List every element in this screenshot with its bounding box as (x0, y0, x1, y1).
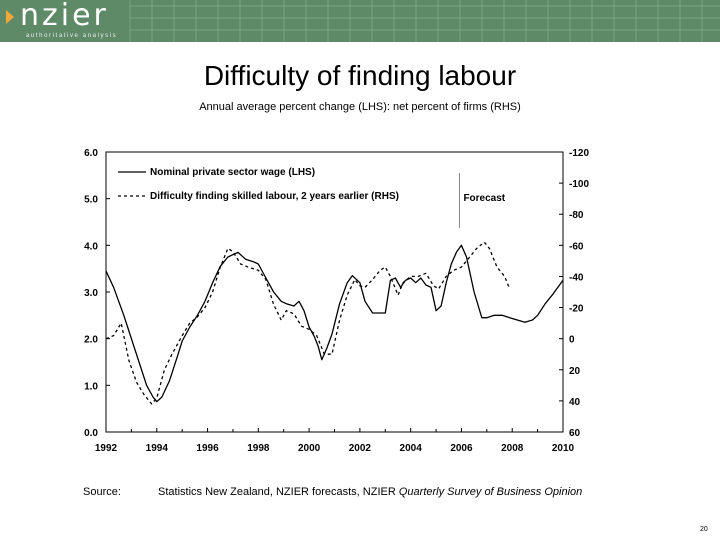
y-left-tick-label: 6.0 (84, 148, 98, 159)
y-right-tick-label: -40 (569, 272, 584, 283)
banner-pattern (129, 0, 720, 42)
x-tick-label: 2006 (450, 443, 473, 454)
chart-title: Difficulty of finding labour (203, 60, 517, 91)
page-number: 20 (700, 526, 708, 533)
y-left-tick-label: 2.0 (84, 335, 98, 346)
y-left-tick-label: 1.0 (84, 381, 98, 392)
x-tick-label: 2010 (552, 443, 575, 454)
y-right-tick-label: -100 (569, 179, 589, 190)
logo-tagline: authoritative analysis (26, 33, 118, 39)
x-tick-label: 2000 (298, 443, 321, 454)
source-text: Statistics New Zealand, NZIER forecasts,… (158, 486, 582, 498)
y-right-tick-label: -80 (569, 210, 584, 221)
x-tick-label: 1998 (247, 443, 270, 454)
forecast-annotation: Forecast (463, 193, 505, 204)
series-line-skilled-labour (105, 241, 511, 405)
logo: nzier (20, 0, 109, 33)
y-right-tick-label: 40 (569, 397, 581, 408)
y-left-tick-label: 5.0 (84, 195, 98, 206)
y-left-tick-label: 3.0 (84, 288, 98, 299)
x-tick-label: 2008 (501, 443, 524, 454)
x-tick-label: 1996 (196, 443, 219, 454)
chart-subtitle: Annual average percent change (LHS): net… (199, 101, 521, 113)
header-banner: nzier authoritative analysis (0, 0, 720, 42)
source-text-plain: Statistics New Zealand, NZIER forecasts,… (158, 486, 399, 498)
legend-label: Difficulty finding skilled labour, 2 yea… (150, 191, 399, 202)
series-line-wage (105, 244, 564, 403)
y-right-tick-label: -20 (569, 304, 584, 315)
source-text-italic: Quarterly Survey of Business Opinion (398, 486, 583, 498)
y-right-tick-label: 0 (569, 335, 575, 346)
legend-label: Nominal private sector wage (LHS) (150, 167, 315, 178)
x-tick-label: 2002 (349, 443, 372, 454)
x-tick-label: 2004 (400, 443, 423, 454)
y-right-tick-label: 20 (569, 366, 581, 377)
y-right-tick-label: 60 (569, 428, 581, 439)
y-right-tick-label: -120 (569, 148, 589, 159)
y-right-tick-label: -60 (569, 241, 584, 252)
chart: 0.0 1.0 2.0 3.0 4.0 5.0 6.0 60 40 20 0 -20 -40 -60 -80… (84, 148, 589, 454)
y-left-tick-label: 0.0 (84, 428, 98, 439)
x-tick-label: 1992 (95, 443, 118, 454)
logo-arrow-icon (6, 10, 14, 24)
source-label: Source: (83, 486, 121, 498)
y-left-tick-label: 4.0 (84, 241, 98, 252)
x-tick-label: 1994 (146, 443, 169, 454)
